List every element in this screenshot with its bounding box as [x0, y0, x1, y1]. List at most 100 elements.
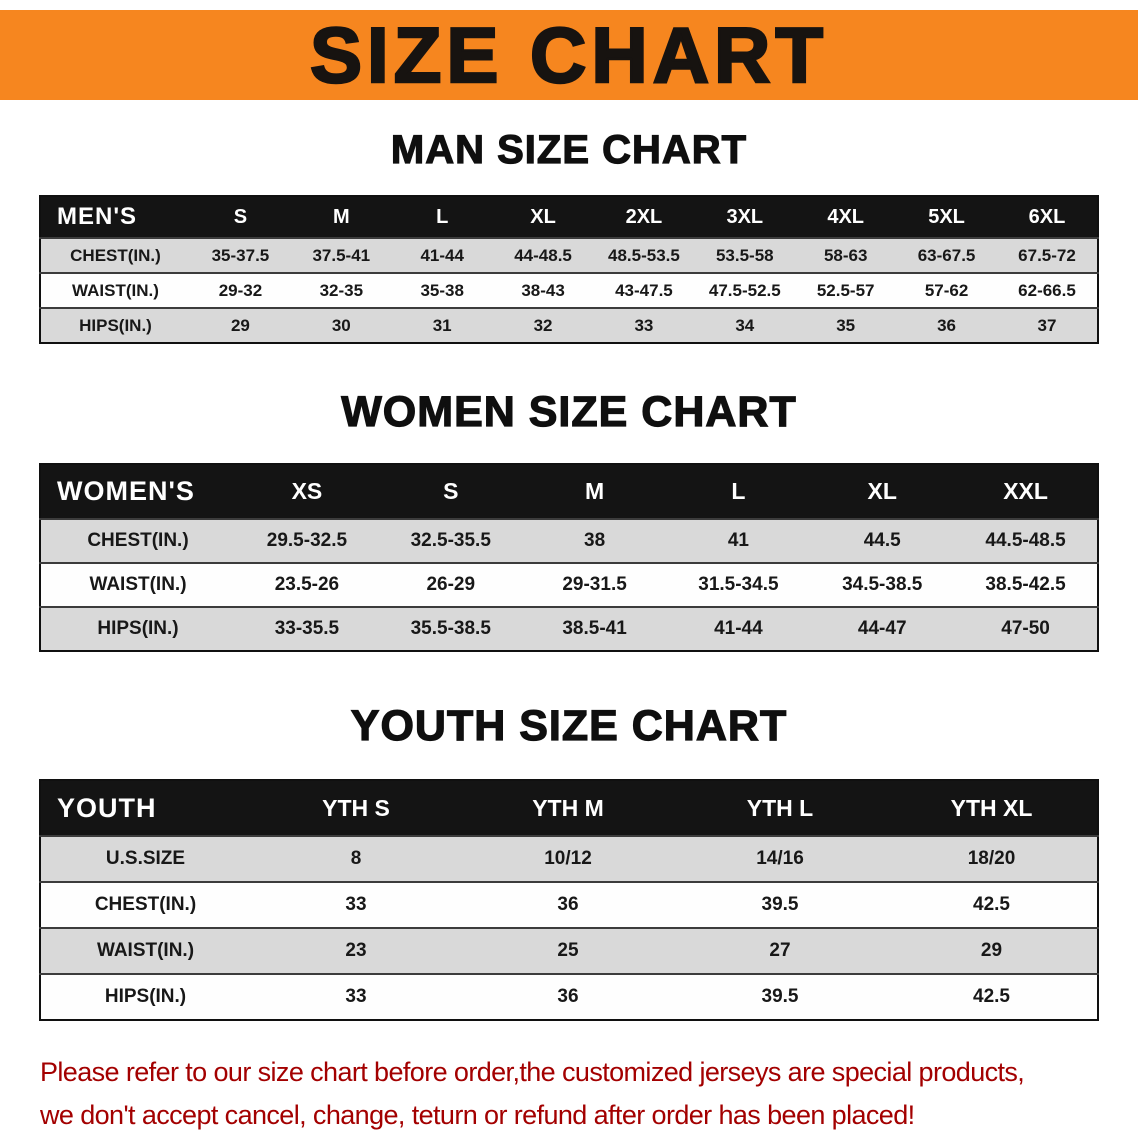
measurement-cell: 35-38 [420, 280, 464, 300]
size-column-header: L [391, 196, 493, 238]
size-column-header: YTH S [250, 780, 462, 836]
size-column-header: YTH XL [886, 780, 1098, 836]
measurement-cell: 23 [345, 940, 367, 961]
measurement-row: WAIST(IN.) 23.5-26 26-29 29-31.5 31.5-34.5 34… [40, 563, 1098, 607]
measurement-cell: 18/20 [967, 848, 1016, 869]
measurement-row: CHEST(IN.) 35-37.5 37.5-41 41-44 44-48.5 48.5… [40, 238, 1098, 273]
measurement-cell: 38.5-42.5 [985, 574, 1066, 595]
measurement-row: WAIST(IN.) 23 25 27 29 [40, 928, 1098, 974]
measurement-row: HIPS(IN.) 33-35.5 35.5-38.5 38.5-41 41-44 44-… [40, 607, 1098, 651]
measurement-cell: 47.5-52.5 [708, 280, 781, 300]
measurement-cell: 33 [345, 986, 367, 1007]
measurement-cell: 29 [230, 315, 250, 335]
measurement-cell: 58-63 [823, 245, 868, 265]
size-column-header: 5XL [896, 196, 997, 238]
measurement-cell: 62-66.5 [1018, 280, 1076, 300]
measurement-cell: 29-31.5 [562, 574, 627, 595]
size-column-header: 4XL [795, 196, 897, 238]
men-size-table: MEN'S S M L XL 2XL 3XL 4XL 5XL 6XL CHEST(IN.) 35-37… [39, 195, 1099, 344]
size-column-header: YTH L [674, 780, 886, 836]
measurement-row: HIPS(IN.) 29 30 31 32 33 34 35 36 37 [40, 308, 1098, 343]
row-label: CHEST(IN.) [87, 530, 189, 551]
measurement-cell: 36 [937, 315, 957, 335]
row-label: CHEST(IN.) [94, 894, 197, 915]
measurement-cell: 32.5-35.5 [410, 530, 491, 551]
size-column-header: XXL [954, 464, 1098, 519]
measurement-cell: 38.5-41 [562, 618, 627, 639]
measurement-cell: 10/12 [544, 848, 592, 869]
measurement-cell: 42.5 [973, 894, 1010, 915]
measurement-cell: 25 [557, 940, 579, 961]
youth-header-row: YOUTH YTH S YTH M YTH L YTH XL [40, 780, 1098, 836]
measurement-cell: 48.5-53.5 [608, 245, 680, 265]
youth-size-chart-section: YOUTH SIZE CHART YOUTH YTH S YTH M YTH L YTH … [0, 701, 1138, 1021]
measurement-cell: 44.5-48.5 [985, 530, 1066, 551]
measurement-cell: 37.5-41 [312, 245, 371, 265]
measurement-cell: 14/16 [756, 848, 804, 869]
row-label: HIPS(IN.) [104, 986, 187, 1007]
measurement-cell: 63-67.5 [917, 245, 976, 265]
measurement-cell: 34 [735, 315, 755, 335]
youth-table-label: YOUTH [40, 780, 250, 836]
row-label: WAIST(IN.) [89, 574, 187, 595]
measurement-cell: 41 [727, 530, 749, 551]
page-title: SIZE CHART [309, 11, 828, 99]
measurement-cell: 35.5-38.5 [410, 618, 491, 639]
row-label: HIPS(IN.) [97, 618, 179, 639]
measurement-row: HIPS(IN.) 33 36 39.5 42.5 [40, 974, 1098, 1020]
measurement-cell: 41-44 [714, 618, 763, 639]
measurement-cell: 32 [533, 315, 553, 335]
women-section-heading: WOMEN SIZE CHART [341, 387, 797, 436]
measurement-cell: 23.5-26 [274, 574, 340, 595]
measurement-cell: 36 [557, 986, 579, 1007]
youth-section-heading: YOUTH SIZE CHART [350, 701, 788, 750]
measurement-cell: 32-35 [319, 280, 364, 300]
measurement-cell: 37 [1037, 315, 1057, 335]
size-column-header: M [290, 196, 392, 238]
measurement-cell: 47-50 [1001, 618, 1050, 639]
size-column-header: YTH M [462, 780, 674, 836]
measurement-cell: 33 [345, 894, 367, 915]
banner: SIZE CHART [0, 10, 1138, 100]
women-table-label: WOMEN'S [40, 464, 235, 519]
measurement-cell: 35 [836, 315, 856, 335]
measurement-cell: 33-35.5 [274, 618, 340, 639]
row-label: WAIST(IN.) [96, 940, 195, 961]
disclaimer-line-2: we don't accept cancel, change, teturn o… [40, 1100, 915, 1131]
size-column-header: XL [492, 196, 594, 238]
women-header-row: WOMEN'S XS S M L XL XXL [40, 464, 1098, 519]
measurement-cell: 53.5-58 [715, 245, 774, 265]
measurement-cell: 44-47 [857, 618, 907, 639]
men-table-label: MEN'S [40, 196, 190, 238]
measurement-cell: 29-32 [218, 280, 263, 300]
measurement-cell: 44.5 [863, 530, 901, 551]
measurement-cell: 38 [584, 530, 606, 551]
men-size-chart-section: MAN SIZE CHART MEN'S S M L XL 2XL 3XL 4XL 5XL 6XL C… [0, 127, 1138, 344]
size-tables-container: MAN SIZE CHART MEN'S S M L XL 2XL 3XL 4XL 5XL 6XL C… [0, 127, 1138, 1021]
row-label: WAIST(IN.) [72, 280, 159, 300]
row-label: CHEST(IN.) [70, 245, 161, 265]
measurement-cell: 42.5 [973, 986, 1010, 1007]
measurement-cell: 29.5-32.5 [266, 530, 348, 551]
measurement-cell: 39.5 [761, 986, 799, 1007]
youth-size-table: YOUTH YTH S YTH M YTH L YTH XL U.S.SIZE 8 10/12… [39, 779, 1099, 1021]
size-column-header: 2XL [593, 196, 695, 238]
measurement-cell: 43-47.5 [615, 280, 673, 300]
measurement-cell: 36 [557, 894, 579, 915]
measurement-row: CHEST(IN.) 29.5-32.5 32.5-35.5 38 41 44.5 44.5… [40, 519, 1098, 563]
size-column-header: S [190, 196, 291, 238]
measurement-cell: 52.5-57 [816, 280, 875, 300]
disclaimer-line-1: Please refer to our size chart before or… [40, 1057, 1025, 1087]
measurement-cell: 8 [350, 848, 362, 869]
size-column-header: L [666, 464, 811, 519]
women-size-table: WOMEN'S XS S M L XL XXL CHEST(IN.) 29.5-32.5 32.5… [39, 463, 1099, 652]
women-size-chart-section: WOMEN SIZE CHART WOMEN'S XS S M L XL XXL CHEST(I… [0, 387, 1138, 652]
size-column-header: S [378, 464, 523, 519]
measurement-cell: 41-44 [420, 245, 464, 265]
measurement-row: U.S.SIZE 8 10/12 14/16 18/20 [40, 836, 1098, 882]
measurement-cell: 34.5-38.5 [842, 574, 923, 595]
measurement-cell: 31 [432, 315, 452, 335]
size-column-header: M [522, 464, 667, 519]
measurement-cell: 27 [769, 940, 791, 961]
size-column-header: 3XL [694, 196, 796, 238]
